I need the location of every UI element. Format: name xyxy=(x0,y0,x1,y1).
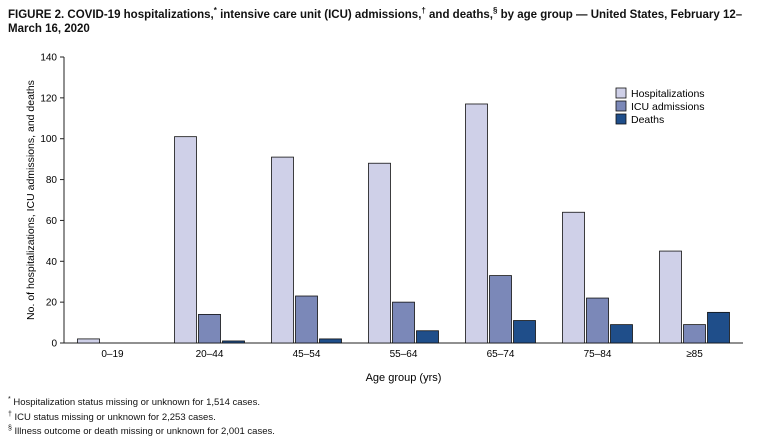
title-marker-1: * xyxy=(213,6,217,15)
bar-hospitalizations xyxy=(465,103,488,344)
legend-label: Deaths xyxy=(631,114,664,126)
footnote-1: * Hospitalization status missing or unkn… xyxy=(8,394,275,409)
footnote-text: Hospitalization status missing or unknow… xyxy=(13,397,260,409)
legend-swatch xyxy=(615,113,627,125)
legend-label: ICU admissions xyxy=(631,101,705,113)
title-marker-3: § xyxy=(492,6,498,15)
footnotes: * Hospitalization status missing or unkn… xyxy=(8,394,275,438)
bar-hospitalizations xyxy=(368,162,391,344)
legend-label: Hospitalizations xyxy=(631,88,705,100)
x-tick-label: 45–54 xyxy=(293,349,321,360)
bar-hospitalizations xyxy=(271,156,294,344)
y-tick-label: 100 xyxy=(40,134,57,145)
bar-deaths xyxy=(610,324,633,344)
footnote-text: Illness outcome or death missing or unkn… xyxy=(14,426,275,438)
title-part-4: by age group — United States, February 1… xyxy=(8,8,743,35)
x-tick-label: 75–84 xyxy=(584,349,612,360)
y-axis-label: No. of hospitalizations, ICU admissions,… xyxy=(25,80,37,320)
title-marker-2: † xyxy=(421,6,426,15)
bar-hospitalizations xyxy=(174,136,197,344)
bar-hospitalizations xyxy=(659,250,682,344)
bar-deaths xyxy=(707,311,730,344)
y-tick-label: 40 xyxy=(46,257,58,268)
title-part-1: FIGURE 2. COVID-19 hospitalizations, xyxy=(8,8,214,21)
y-tick-label: 120 xyxy=(40,93,57,104)
footnote-marker: * xyxy=(8,396,11,403)
bar-chart: 0 20 40 60 80 100 120 140 0–19 20–44 45–54 55–64 65… xyxy=(25,53,743,384)
title-part-3: and deaths, xyxy=(425,8,493,21)
figure-title: FIGURE 2. COVID-19 hospitalizations,* in… xyxy=(8,4,758,36)
footnote-3: § Illness outcome or death missing or un… xyxy=(8,423,275,438)
bar-deaths xyxy=(513,320,536,344)
y-tick-label: 0 xyxy=(51,339,57,350)
bar-hospitalizations xyxy=(77,338,100,344)
bar-icu-admissions xyxy=(586,297,609,344)
bar-hospitalizations xyxy=(562,211,585,344)
x-tick-label: 55–64 xyxy=(390,349,418,360)
y-tick-label: 140 xyxy=(40,53,57,64)
x-tick-label: 65–74 xyxy=(487,349,515,360)
bar-icu-admissions xyxy=(683,324,706,344)
bar-icu-admissions xyxy=(489,275,512,344)
legend-swatch xyxy=(615,100,627,112)
bar-icu-admissions xyxy=(198,313,221,344)
footnote-text: ICU status missing or unknown for 2,253 … xyxy=(14,411,216,423)
footnote-marker: † xyxy=(8,410,12,418)
x-tick-labels: 0–19 20–44 45–54 55–64 65–74 75–84 ≥85 xyxy=(101,349,703,360)
bar-deaths xyxy=(416,330,439,344)
x-axis-label: Age group (yrs) xyxy=(366,372,442,384)
x-tick-label: ≥85 xyxy=(686,349,703,360)
chart-bars xyxy=(77,103,730,344)
x-tick-label: 0–19 xyxy=(101,349,124,360)
title-part-2: intensive care unit (ICU) admissions, xyxy=(216,8,422,21)
x-tick-label: 20–44 xyxy=(196,349,224,360)
y-tick-label: 80 xyxy=(46,175,58,186)
footnote-2: † ICU status missing or unknown for 2,25… xyxy=(8,409,275,424)
bar-deaths xyxy=(222,340,245,344)
footnote-marker: § xyxy=(8,425,12,433)
bar-deaths xyxy=(319,338,342,344)
y-tick-label: 60 xyxy=(46,216,58,227)
bar-icu-admissions xyxy=(392,301,415,344)
bar-icu-admissions xyxy=(295,295,318,344)
y-tick-label: 20 xyxy=(46,298,58,309)
legend-swatch xyxy=(615,87,627,99)
